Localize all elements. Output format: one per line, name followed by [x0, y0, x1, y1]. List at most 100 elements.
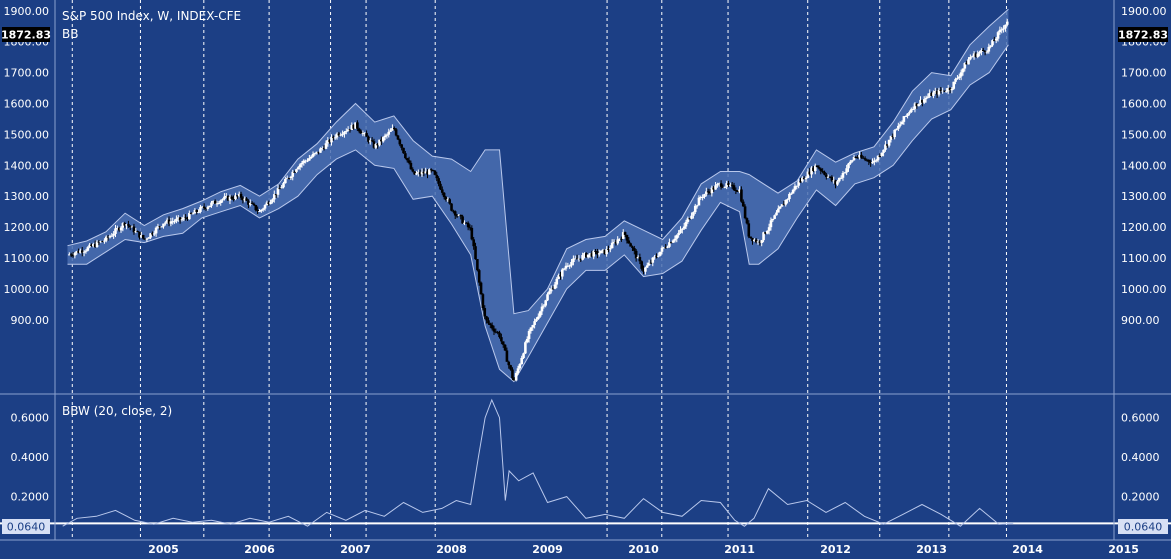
candle-body [826, 176, 830, 178]
candle-body [716, 184, 719, 186]
candle-body [847, 163, 850, 169]
candle-body [837, 177, 841, 182]
candle-body [248, 202, 252, 205]
candle-body [789, 193, 793, 195]
candle-body [594, 251, 597, 253]
candle-body [609, 248, 612, 250]
candle-body [335, 133, 339, 138]
candle-body [280, 187, 283, 189]
candle-body [738, 189, 741, 192]
candle-body [80, 250, 84, 253]
candle-body [813, 165, 817, 171]
candle-body [948, 87, 952, 91]
candle-body [149, 233, 152, 238]
y-tick-label: 1100.00 [1121, 252, 1167, 265]
candle-body [405, 158, 409, 161]
candle-body [577, 258, 581, 260]
candle-body [723, 186, 727, 188]
candle-body [415, 173, 418, 175]
candle-body [588, 253, 592, 255]
candle-body [963, 63, 967, 69]
candle-body [319, 148, 322, 153]
candle-body [566, 265, 570, 267]
candle-body [527, 331, 531, 339]
candle-body [568, 265, 571, 267]
candle-body [601, 249, 605, 251]
candle-body [160, 226, 163, 228]
candle-body [402, 147, 405, 154]
candle-body [243, 198, 247, 201]
candle-body [398, 139, 402, 145]
candle-body [642, 268, 645, 272]
candle-body [101, 241, 104, 243]
candle-body [226, 196, 230, 201]
candle-body [679, 229, 682, 233]
y-tick-label: 1200.00 [4, 221, 50, 234]
candle-body [117, 227, 121, 231]
candle-body [612, 241, 616, 243]
candle-body [522, 353, 525, 359]
candle-body [116, 227, 119, 229]
candle-body [867, 159, 871, 162]
candle-body [706, 191, 710, 193]
x-tick-label: 2008 [436, 543, 467, 556]
candle-body [143, 238, 147, 240]
candle-body [850, 160, 854, 162]
candle-body [404, 153, 407, 159]
candle-body [994, 38, 998, 41]
candle-body [501, 341, 505, 345]
candle-body [688, 218, 692, 220]
candle-body [271, 199, 274, 202]
candle-body [293, 171, 296, 173]
candle-body [287, 178, 291, 180]
candle-body [247, 200, 250, 205]
price-pane[interactable] [67, 0, 1009, 540]
candle-body [77, 251, 80, 253]
bbw-pane[interactable] [0, 398, 1171, 527]
candle-body [874, 160, 878, 162]
candle-body [88, 244, 91, 248]
candle-body [849, 161, 852, 164]
candle-body [169, 221, 173, 224]
candle-body [712, 187, 716, 190]
candle-body [778, 206, 782, 209]
candle-body [697, 197, 701, 206]
bbw-value-tag-left [2, 519, 50, 534]
y-axis-left[interactable]: 1900.001800.001700.001600.001500.001400.… [4, 5, 50, 504]
candle-body [597, 253, 601, 255]
candle-body [221, 199, 224, 201]
x-axis[interactable]: 2005 2006 2007 2008 2009 2010 2011 2012 2013 2014… [148, 543, 1139, 556]
candle-body [200, 206, 204, 208]
candle-body [479, 282, 483, 295]
y-tick-label: 1600.00 [1121, 98, 1167, 111]
y-tick-label: 1900.00 [1121, 5, 1167, 18]
candle-body [346, 129, 350, 132]
candle-body [308, 158, 311, 161]
candle-body [959, 72, 963, 77]
candle-body [860, 154, 863, 158]
candle-body [991, 40, 994, 46]
candle-body [524, 342, 527, 354]
candle-body [957, 76, 961, 78]
candle-body [926, 96, 930, 98]
candle-body [562, 268, 566, 270]
candle-body [470, 227, 474, 240]
candle-body [352, 124, 355, 129]
candle-body [664, 247, 668, 249]
candle-body [306, 160, 309, 162]
candle-body [762, 232, 765, 241]
candle-body [224, 196, 228, 198]
candle-body [658, 251, 662, 256]
x-tick-label: 2011 [724, 543, 755, 556]
candle-body [729, 184, 732, 186]
candle-body [1004, 24, 1007, 29]
candle-body [749, 236, 752, 238]
candle-body [797, 181, 800, 186]
x-tick-label: 2007 [340, 543, 371, 556]
y-tick-label: 1700.00 [4, 67, 50, 80]
candle-body [553, 284, 557, 289]
candle-body [128, 225, 132, 228]
candle-body [175, 218, 178, 222]
y-axis-right[interactable]: 1900.001800.001700.001600.001500.001400.… [1121, 5, 1167, 504]
